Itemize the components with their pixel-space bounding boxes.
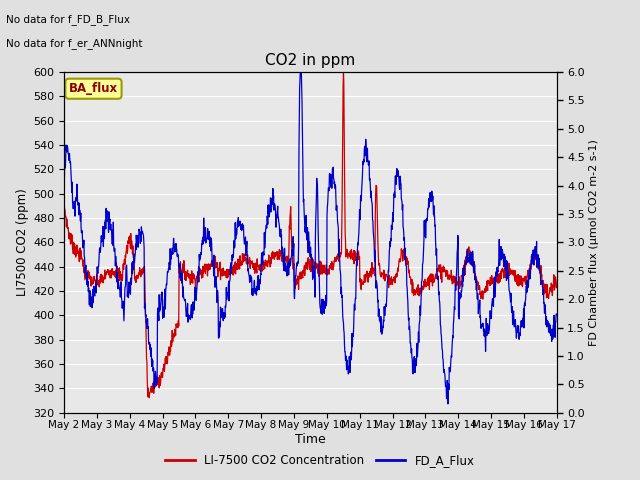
FD_A_Flux [170, 235, 177, 241]
FD_A_Flux [452, 282, 460, 288]
Line: FD_A_Flux: FD_A_Flux [64, 72, 557, 404]
LI-7500 CO2 Concentration [387, 281, 395, 287]
FD_A_Flux [225, 278, 232, 284]
LI-7500 CO2 Concentration [170, 331, 178, 337]
LI-7500 CO2 Concentration [145, 395, 153, 401]
FD_A_Flux [553, 312, 561, 317]
LI-7500 CO2 Concentration [340, 69, 348, 75]
LI-7500 CO2 Concentration [158, 370, 166, 375]
Text: No data for f_er_ANNnight: No data for f_er_ANNnight [6, 38, 143, 49]
LI-7500 CO2 Concentration [553, 283, 561, 288]
Text: BA_flux: BA_flux [69, 82, 118, 95]
Line: LI-7500 CO2 Concentration: LI-7500 CO2 Concentration [64, 72, 557, 398]
LI-7500 CO2 Concentration [452, 283, 460, 288]
FD_A_Flux [296, 69, 304, 75]
FD_A_Flux [158, 292, 166, 298]
FD_A_Flux [444, 401, 452, 407]
Text: No data for f_FD_B_Flux: No data for f_FD_B_Flux [6, 14, 131, 25]
FD_A_Flux [495, 256, 503, 262]
FD_A_Flux [60, 189, 68, 194]
Y-axis label: FD Chamber flux (μmol CO2 m-2 s-1): FD Chamber flux (μmol CO2 m-2 s-1) [589, 139, 599, 346]
Legend: LI-7500 CO2 Concentration, FD_A_Flux: LI-7500 CO2 Concentration, FD_A_Flux [161, 449, 479, 472]
LI-7500 CO2 Concentration [495, 280, 503, 286]
LI-7500 CO2 Concentration [225, 271, 233, 277]
X-axis label: Time: Time [295, 433, 326, 446]
FD_A_Flux [387, 236, 394, 241]
LI-7500 CO2 Concentration [60, 194, 68, 200]
Title: CO2 in ppm: CO2 in ppm [265, 53, 356, 68]
Y-axis label: LI7500 CO2 (ppm): LI7500 CO2 (ppm) [16, 189, 29, 296]
